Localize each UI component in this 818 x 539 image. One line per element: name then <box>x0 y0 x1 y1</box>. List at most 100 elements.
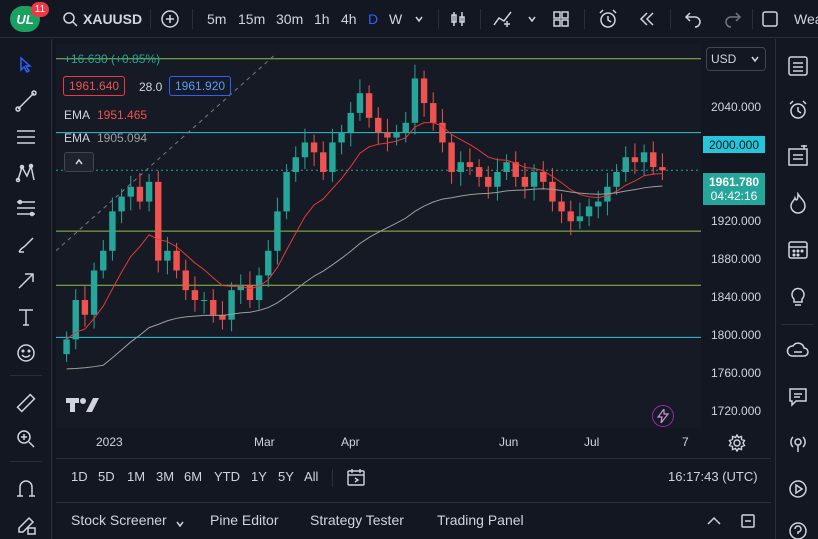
fullscreen-button[interactable] <box>761 0 779 38</box>
lines-icon <box>17 130 35 144</box>
hotlists-button[interactable] <box>784 189 812 217</box>
magnet-icon <box>17 480 35 497</box>
clock-label[interactable]: 16:17:43 (UTC) <box>668 469 758 484</box>
indicators-dropdown[interactable] <box>527 0 537 38</box>
interval-4h[interactable]: 4h <box>341 11 357 27</box>
calendar-arrow-icon <box>347 469 365 486</box>
interval-5m[interactable]: 5m <box>207 11 227 27</box>
text-tool[interactable] <box>12 303 40 331</box>
time-axis[interactable]: 2023 Mar Apr Jun Jul 7 <box>56 428 701 456</box>
candle-body <box>430 103 437 123</box>
ask-price-box[interactable]: 1961.920 <box>169 76 232 96</box>
data-list-icon <box>788 145 808 166</box>
tab-trading-panel[interactable]: Trading Panel <box>437 512 524 528</box>
arrow-icon <box>18 273 34 289</box>
candle-body <box>356 93 364 113</box>
emoji-tool[interactable] <box>12 339 40 367</box>
zoom-in-icon <box>17 430 35 448</box>
tab-stock-screener[interactable]: Stock Screener <box>71 512 167 528</box>
range-1m[interactable]: 1M <box>127 469 146 484</box>
indicators-button[interactable] <box>492 0 514 38</box>
data-window-button[interactable] <box>784 142 812 170</box>
price-axis[interactable]: 2040.000 1920.000 1880.000 1840.000 1800… <box>701 44 771 428</box>
redo-button[interactable] <box>724 0 742 38</box>
ema-fast-label[interactable]: EMA <box>64 108 91 122</box>
range-ytd[interactable]: YTD <box>214 469 240 484</box>
gear-icon <box>728 433 746 453</box>
range-3m[interactable]: 3M <box>156 469 175 484</box>
pattern-tool[interactable] <box>12 159 40 187</box>
interval-d[interactable]: D <box>368 11 379 27</box>
fib-tool[interactable] <box>12 195 40 223</box>
screener-dropdown[interactable] <box>175 516 185 534</box>
lightning-icon[interactable] <box>652 405 674 427</box>
candle-body <box>228 290 235 320</box>
interval-15m[interactable]: 15m <box>238 11 266 27</box>
calendar-button[interactable] <box>784 235 812 263</box>
top-toolbar: UL 11 XAUUSD 5m 15m 30m 1h 4h D W <box>0 0 818 38</box>
layout-button[interactable] <box>551 0 571 38</box>
text-icon <box>19 309 33 326</box>
chevron-up-icon <box>75 158 83 165</box>
expand-panel-button[interactable] <box>706 513 722 534</box>
range-5d[interactable]: 5D <box>98 469 115 484</box>
time-tick: Jun <box>499 435 519 449</box>
tab-pine-editor[interactable]: Pine Editor <box>210 512 279 528</box>
range-all[interactable]: All <box>304 469 319 484</box>
measure-tool[interactable] <box>12 389 40 417</box>
replay-button[interactable] <box>637 0 657 38</box>
brush-tool[interactable] <box>12 231 40 259</box>
candle-body <box>255 275 263 300</box>
interval-dropdown[interactable] <box>414 0 424 38</box>
time-tick: 7 <box>682 435 689 449</box>
arrow-tool[interactable] <box>12 267 40 295</box>
candle-body <box>631 157 639 163</box>
messages-button[interactable] <box>784 383 812 411</box>
alarm-clock-icon <box>789 100 807 119</box>
currency-selector[interactable]: USD <box>706 47 766 71</box>
chats-button[interactable] <box>784 337 812 365</box>
maximize-panel-button[interactable] <box>740 513 756 534</box>
range-6m[interactable]: 6M <box>184 469 203 484</box>
candle-body <box>72 300 79 340</box>
alert-button[interactable] <box>597 0 619 38</box>
horizontal-lines-tool[interactable] <box>12 123 40 151</box>
chart-settings-button[interactable] <box>728 433 746 457</box>
help-button[interactable] <box>784 517 812 539</box>
tab-strategy-tester[interactable]: Strategy Tester <box>310 512 404 528</box>
candle-body <box>558 201 565 212</box>
range-1d[interactable]: 1D <box>71 469 88 484</box>
plus-circle-icon <box>161 10 179 28</box>
symbol-search[interactable]: XAUUSD <box>62 0 142 38</box>
interval-1h[interactable]: 1h <box>314 11 330 27</box>
chevron-down-icon <box>176 521 184 528</box>
range-5y[interactable]: 5Y <box>278 469 294 484</box>
range-1y[interactable]: 1Y <box>251 469 267 484</box>
candle-body <box>274 211 281 251</box>
chart-type-button[interactable] <box>448 0 468 38</box>
undo-button[interactable] <box>684 0 702 38</box>
spread-label: 28.0 <box>139 80 163 94</box>
magnet-tool[interactable] <box>12 475 40 503</box>
trendline-tool[interactable] <box>12 87 40 115</box>
goto-date-button[interactable] <box>346 467 366 492</box>
maximize-icon <box>741 514 755 528</box>
watchlist-button[interactable] <box>784 52 812 80</box>
chart-pane[interactable] <box>56 44 701 428</box>
broadcast-button[interactable] <box>784 429 812 457</box>
streams-button[interactable] <box>784 475 812 503</box>
lock-drawings-tool[interactable] <box>12 511 40 539</box>
ideas-button[interactable] <box>784 282 812 310</box>
cursor-tool[interactable] <box>12 51 40 79</box>
alerts-button[interactable] <box>784 96 812 124</box>
compare-button[interactable] <box>160 0 180 38</box>
ema-slow-label[interactable]: EMA <box>64 131 91 145</box>
candle-body <box>310 142 318 153</box>
interval-30m[interactable]: 30m <box>276 11 304 27</box>
candle-body <box>375 117 382 133</box>
zoom-tool[interactable] <box>12 425 40 453</box>
collapse-legend-button[interactable] <box>64 152 94 172</box>
chevron-down-icon <box>751 56 759 63</box>
bid-price-box[interactable]: 1961.640 <box>63 76 126 96</box>
interval-w[interactable]: W <box>389 11 403 27</box>
